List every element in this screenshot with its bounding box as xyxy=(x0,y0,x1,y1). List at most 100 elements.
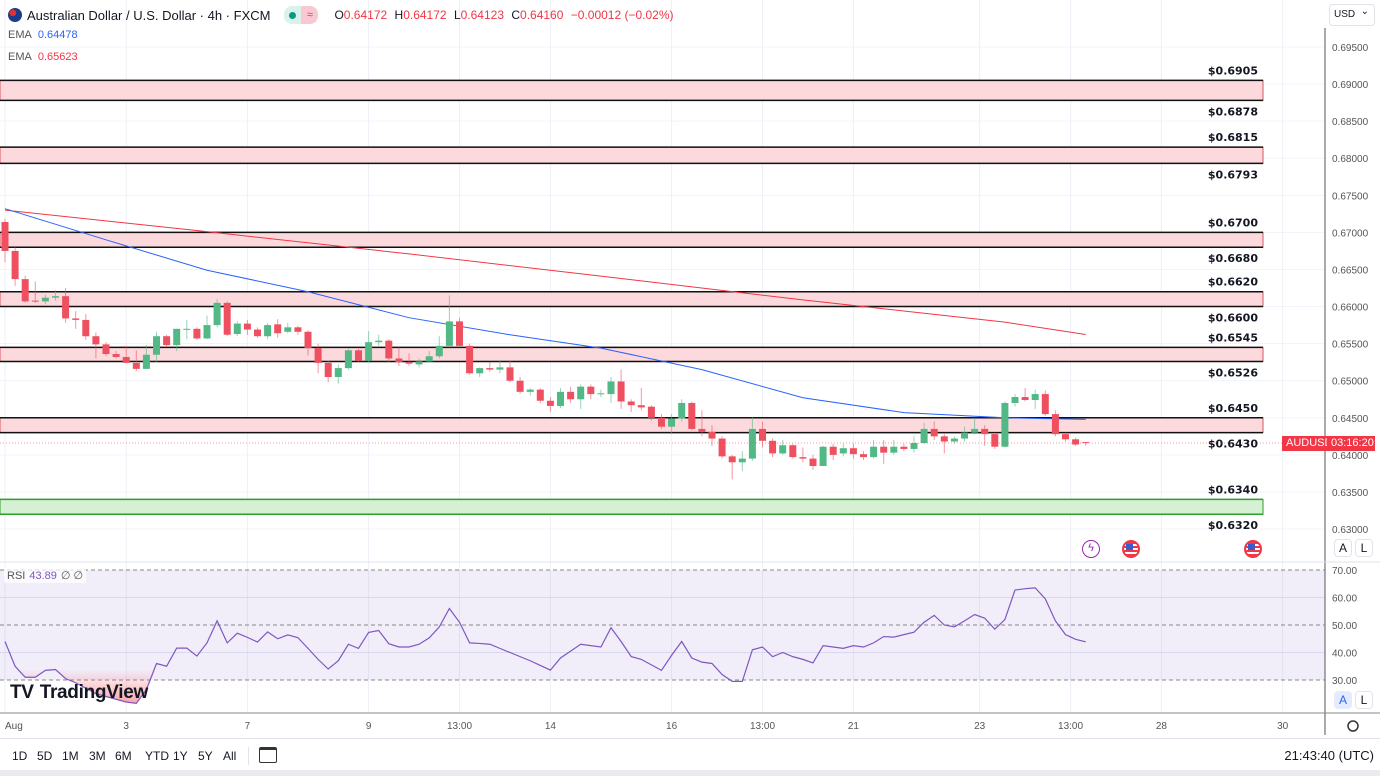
rsi-log-scale-button[interactable]: L xyxy=(1355,691,1373,709)
range-5y-button[interactable]: 5Y xyxy=(198,749,213,763)
zone-top-label: $0.6340 xyxy=(1208,483,1258,496)
calendar-goto-icon[interactable] xyxy=(259,747,277,763)
ema-fast-legend[interactable]: EMA 0.64478 xyxy=(8,29,78,41)
rsi-auto-scale-button[interactable]: A xyxy=(1334,691,1352,709)
candle-down xyxy=(1051,414,1059,435)
rsi-tick-label: 60.00 xyxy=(1332,594,1357,605)
rsi-tick-label: 30.00 xyxy=(1332,676,1357,687)
candle-down xyxy=(486,368,494,370)
candle-down xyxy=(930,428,938,437)
candle-down xyxy=(102,344,110,355)
candle-down xyxy=(223,302,231,335)
candle-down xyxy=(829,446,837,455)
time-tick-label: 13:00 xyxy=(447,721,472,732)
candle-up xyxy=(961,432,968,439)
candle-down xyxy=(1041,394,1049,415)
candle-up xyxy=(203,325,211,339)
price-tick-label: 0.65000 xyxy=(1332,377,1369,388)
candle-down xyxy=(718,438,726,457)
rsi-value: 43.89 xyxy=(29,570,57,582)
range-1m-button[interactable]: 1M xyxy=(62,749,79,763)
range-6m-button[interactable]: 6M xyxy=(115,749,132,763)
auto-scale-button[interactable]: A xyxy=(1334,539,1352,557)
candle-down xyxy=(1072,439,1080,445)
logo-text: TradingView xyxy=(39,682,149,703)
ohlc-values: O0.64172 H0.64172 L0.64123 C0.64160 −0.0… xyxy=(334,8,673,22)
candle-down xyxy=(163,336,171,346)
candle-up xyxy=(950,438,958,442)
tradingview-logo[interactable]: TV TradingView xyxy=(10,682,148,704)
candle-down xyxy=(466,345,474,374)
rsi-label: RSI xyxy=(7,570,26,582)
rsi-tick-label: 70.00 xyxy=(1332,566,1357,577)
resistance-zone xyxy=(0,79,1264,101)
candle-down xyxy=(688,402,696,429)
candle-down xyxy=(1,222,9,251)
candle-down xyxy=(637,405,645,408)
log-scale-button[interactable]: L xyxy=(1355,539,1373,557)
range-1y-button[interactable]: 1Y xyxy=(173,749,188,763)
countdown-label: 03:16:20 xyxy=(1327,436,1375,451)
price-tick-label: 0.63500 xyxy=(1332,488,1369,499)
candle-up xyxy=(748,428,756,459)
candle-down xyxy=(698,428,706,432)
bottom-toolbar: 1D 5D 1M 3M 6M YTD 1Y 5Y All 21:43:40 (UTC) xyxy=(0,738,1380,770)
ema-slow-legend[interactable]: EMA 0.65623 xyxy=(8,51,78,63)
price-tick-label: 0.65500 xyxy=(1332,340,1369,351)
clock[interactable]: 21:43:40 (UTC) xyxy=(1284,748,1374,763)
candle-down xyxy=(92,336,100,345)
candle-up xyxy=(375,340,383,343)
range-1d-button[interactable]: 1D xyxy=(12,749,28,763)
range-3m-button[interactable]: 3M xyxy=(89,749,106,763)
candle-down xyxy=(728,456,736,463)
range-all-button[interactable]: All xyxy=(223,749,237,763)
rsi-oversold-fill xyxy=(5,669,157,704)
candle-up xyxy=(183,328,191,330)
time-tick-label: 14 xyxy=(545,721,557,732)
time-tick-label: 28 xyxy=(1156,721,1168,732)
ema-value: 0.65623 xyxy=(37,51,78,63)
candle-up xyxy=(435,345,443,357)
range-5d-button[interactable]: 5D xyxy=(37,749,53,763)
status-pill[interactable]: ≈ xyxy=(284,6,319,24)
zone-bottom-label: $0.6878 xyxy=(1208,105,1258,118)
candle-up xyxy=(1031,394,1039,401)
ema-fast-line xyxy=(4,208,1086,420)
range-ytd-button[interactable]: YTD xyxy=(145,749,169,763)
rsi-legend[interactable]: RSI 43.89 ∅ ∅ xyxy=(4,568,87,583)
candle-down xyxy=(122,356,130,363)
candle-down xyxy=(1021,397,1029,401)
symbol-price-label: AUDUSD xyxy=(1282,436,1337,451)
flag-icon xyxy=(8,8,22,22)
candle-down xyxy=(11,250,19,280)
lightning-event-icon[interactable]: ϟ xyxy=(1082,540,1100,558)
us-flag-event-icon[interactable] xyxy=(1122,540,1140,558)
candle-up xyxy=(910,443,918,449)
candle-down xyxy=(880,446,888,453)
resistance-zone xyxy=(0,231,1264,248)
us-flag-event-icon[interactable] xyxy=(1244,540,1262,558)
candle-up xyxy=(425,356,433,362)
time-tick-label: Aug xyxy=(5,721,23,732)
currency-select[interactable]: USD xyxy=(1329,4,1375,26)
candle-up xyxy=(496,367,504,370)
rsi-tick-label: 50.00 xyxy=(1332,621,1357,632)
candle-up xyxy=(557,391,564,406)
high-label: H xyxy=(394,8,404,22)
candle-up xyxy=(365,342,373,361)
time-tick-label: 23 xyxy=(974,721,986,732)
candle-up xyxy=(920,428,928,444)
symbol-title[interactable]: Australian Dollar / U.S. Dollar · 4h · F… xyxy=(27,7,271,23)
zone-bottom-label: $0.6680 xyxy=(1208,252,1258,265)
price-tick-label: 0.67000 xyxy=(1332,228,1369,239)
candle-down xyxy=(31,300,39,302)
close-label: C xyxy=(511,8,521,22)
price-tick-label: 0.68000 xyxy=(1332,154,1369,165)
zone-top-label: $0.6905 xyxy=(1208,64,1258,77)
price-tick-label: 0.69500 xyxy=(1332,43,1369,54)
settings-gear-icon[interactable] xyxy=(1347,720,1359,732)
candle-down xyxy=(243,323,251,330)
change-value: −0.00012 (−0.02%) xyxy=(570,8,674,22)
candle-up xyxy=(344,350,352,369)
